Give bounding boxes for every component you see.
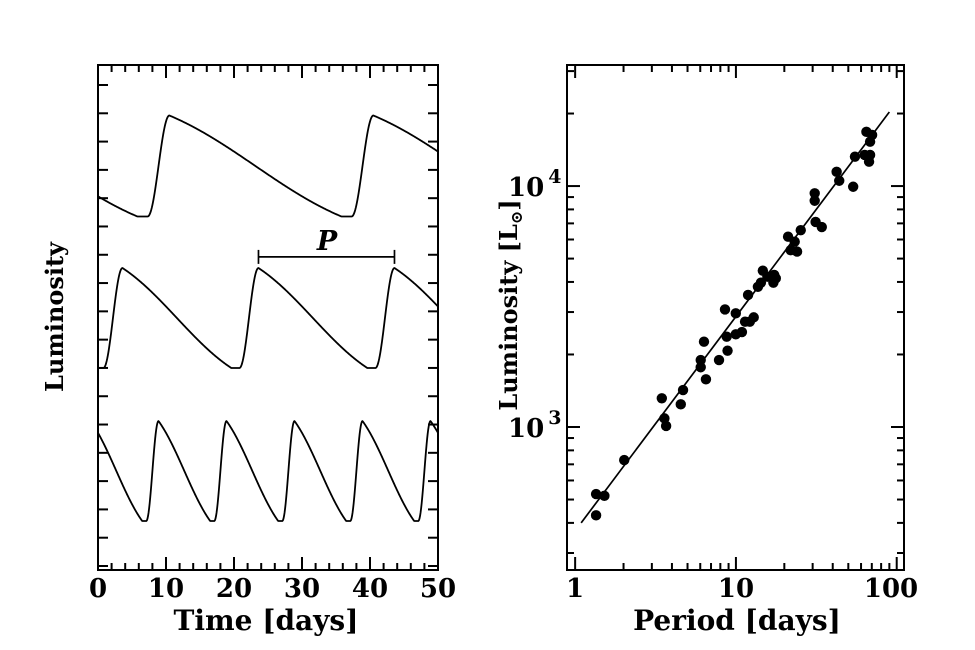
scatter-points [590,126,878,521]
left-panel: P 0 10 20 30 40 50 Time [days] Luminosit… [40,64,456,637]
x-tick-label: 0 [89,574,107,604]
scatter-point [864,149,876,161]
x-tick-label: 1 [566,574,584,604]
scatter-point [831,166,842,178]
x-tick-label: 10 [718,574,754,604]
scatter-point [700,374,712,385]
x-tick-label: 50 [420,574,456,604]
scatter-point [590,510,602,521]
y-tick-base: 10 [508,173,544,203]
scatter-point [695,362,706,373]
y-tick-exponent: 3 [548,407,561,429]
scatter-point [721,331,732,342]
y-tick-exponent: 4 [548,166,561,188]
scatter-point [809,188,820,199]
period-label: P [316,226,338,257]
x-tick-label: 20 [216,574,252,604]
scatter-point [590,488,602,500]
scatter-point [770,273,781,284]
scatter-point [619,454,630,466]
scatter-point [656,393,668,404]
scatter-point [755,277,767,288]
scatter-point [866,129,878,141]
scatter-point [675,399,686,410]
right-panel-ticks [567,65,904,570]
scatter-point [677,384,689,396]
y-tick-label-1e3: 10 3 [508,407,561,444]
x-tick-label: 40 [352,574,388,604]
scatter-point [742,289,754,301]
scatter-point [809,195,820,206]
scatter-point [847,181,859,192]
light-curve-long-period-curve [98,114,438,218]
period-bracket [257,249,396,264]
right-yaxis-title: Luminosity [L⊙] [494,199,526,410]
scatter-point [736,326,748,338]
sun-symbol: ⊙ [507,211,526,224]
scatter-point [713,354,725,366]
right-y-tick-labels: 10 4 10 3 [508,166,561,444]
x-tick-label: 100 [864,574,918,604]
left-panel-frame [97,64,439,571]
right-xaxis-title: Period [days] [633,604,841,637]
scatter-point [791,246,803,257]
x-tick-label: 10 [148,574,184,604]
scatter-point [722,345,733,356]
scatter-point [795,224,806,236]
scatter-point [695,354,706,366]
scatter-point [730,308,741,319]
right-panel-frame [566,64,905,571]
y-title-main: Luminosity [L [494,224,523,411]
y-tick-base: 10 [508,414,544,444]
scatter-point [698,336,710,347]
scatter-point [660,420,672,432]
scatter-point [849,151,861,162]
scatter-point [834,175,845,186]
y-tick-label-1e4: 10 4 [508,166,561,203]
right-x-tick-labels: 1 10 100 [566,574,918,604]
scatter-point [719,304,731,315]
left-yaxis-title: Luminosity [40,241,69,392]
light-curves [98,114,438,522]
light-curve-short-period-curve [98,420,438,522]
light-curve-mid-period-curve [98,267,438,369]
scatter-point [789,236,800,247]
left-x-tick-labels: 0 10 20 30 40 50 [89,574,456,604]
y-title-close: ] [494,199,523,210]
right-panel: 1 10 100 10 4 10 3 Period [days] Luminosit… [494,64,918,637]
scatter-point [816,221,827,233]
scatter-point [599,490,610,502]
scatter-point [748,312,759,323]
left-xaxis-title: Time [days] [174,604,359,637]
x-tick-label: 30 [284,574,320,604]
